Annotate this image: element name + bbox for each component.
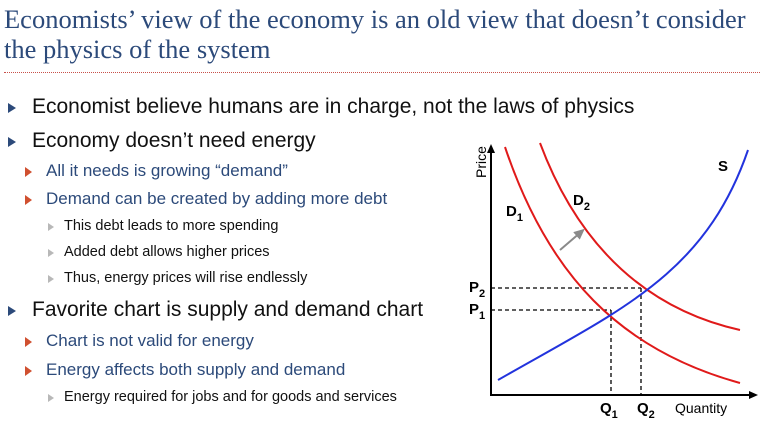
- y-axis-label: Price: [473, 146, 489, 178]
- q2-letter: Q: [637, 400, 649, 417]
- bullet-item: Energy affects both supply and demand: [25, 360, 346, 380]
- q1-subscript: 1: [612, 409, 618, 421]
- q2-label: Q2: [637, 400, 655, 421]
- bullet-item: All it needs is growing “demand”: [25, 161, 288, 181]
- bullet-arrow-icon: [8, 137, 16, 147]
- slide-title: Economists’ view of the economy is an ol…: [4, 4, 746, 64]
- demand2-subscript: 2: [584, 201, 590, 213]
- bullet-item: Economy doesn’t need energy: [8, 129, 316, 153]
- p2-letter: P: [469, 279, 479, 296]
- demand1-letter: D: [506, 203, 517, 220]
- p2-subscript: 2: [479, 288, 485, 300]
- bullet-text: This debt leads to more spending: [64, 218, 279, 234]
- bullet-arrow-icon: [48, 275, 54, 283]
- demand2-label: D2: [573, 192, 590, 213]
- demand-curve-d1: [504, 146, 741, 384]
- bullet-text: All it needs is growing “demand”: [46, 161, 288, 180]
- title-divider: [4, 72, 760, 73]
- bullet-text: Chart is not valid for energy: [46, 331, 254, 350]
- bullet-text: Favorite chart is supply and demand char…: [32, 298, 424, 321]
- demand-shift-arrow: [559, 228, 585, 251]
- bullet-item: Added debt allows higher prices: [48, 244, 270, 260]
- bullet-arrow-icon: [8, 306, 16, 316]
- bullet-item: Favorite chart is supply and demand char…: [8, 298, 424, 322]
- bullet-text: Energy affects both supply and demand: [46, 360, 346, 379]
- bullet-text: Demand can be created by adding more deb…: [46, 189, 388, 208]
- bullet-item: Energy required for jobs and for goods a…: [48, 389, 397, 405]
- bullet-item: This debt leads to more spending: [48, 218, 279, 234]
- q1-letter: Q: [600, 400, 612, 417]
- bullet-item: Demand can be created by adding more deb…: [25, 189, 388, 209]
- p1-subscript: 1: [479, 310, 485, 322]
- supply-curve: [497, 149, 749, 381]
- bullet-text: Economy doesn’t need energy: [32, 129, 316, 152]
- bullet-arrow-icon: [48, 249, 54, 257]
- p2-label: P2: [469, 279, 485, 300]
- bullet-arrow-icon: [25, 195, 32, 205]
- q2-subscript: 2: [649, 409, 655, 421]
- p1-label: P1: [469, 301, 485, 322]
- bullet-item: Chart is not valid for energy: [25, 331, 254, 351]
- demand1-subscript: 1: [517, 212, 523, 224]
- bullet-item: Thus, energy prices will rise endlessly: [48, 270, 308, 286]
- bullet-arrow-icon: [25, 337, 32, 347]
- supply-label: S: [718, 158, 728, 175]
- p1-letter: P: [469, 301, 479, 318]
- bullet-arrow-icon: [8, 103, 16, 113]
- bullet-arrow-icon: [48, 394, 54, 402]
- bullet-arrow-icon: [25, 167, 32, 177]
- demand2-letter: D: [573, 192, 584, 209]
- bullet-arrow-icon: [48, 223, 54, 231]
- bullet-text: Energy required for jobs and for goods a…: [64, 389, 397, 405]
- demand-curve-d2: [539, 142, 741, 331]
- bullet-text: Economist believe humans are in charge, …: [32, 95, 635, 118]
- demand1-label: D1: [506, 203, 523, 224]
- q1-label: Q1: [600, 400, 618, 421]
- bullet-item: Economist believe humans are in charge, …: [8, 95, 635, 119]
- bullet-arrow-icon: [25, 366, 32, 376]
- x-axis-label: Quantity: [675, 400, 727, 416]
- bullet-text: Added debt allows higher prices: [64, 244, 270, 260]
- bullet-text: Thus, energy prices will rise endlessly: [64, 270, 308, 286]
